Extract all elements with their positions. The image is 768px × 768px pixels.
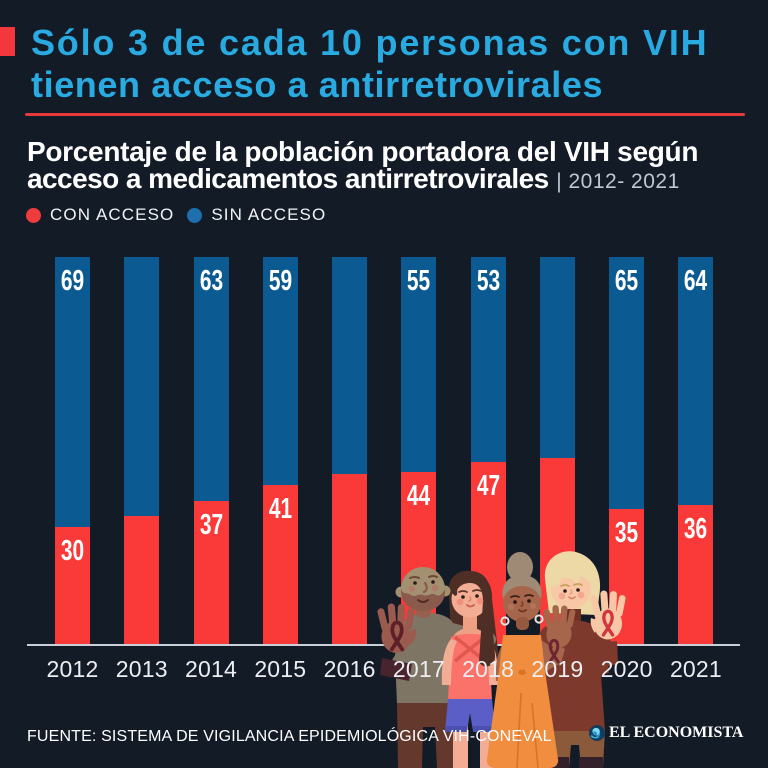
page-title: Sólo 3 de cada 10 personas con VIH tienen…: [31, 22, 768, 106]
bar-segment-sin-acceso: [332, 257, 368, 474]
bar-2018: 53 47: [470, 257, 506, 644]
bar-2015: 59 41: [262, 257, 298, 644]
bar-segment-con-acceso: 37: [193, 501, 229, 644]
title-accent-bar: [0, 27, 15, 56]
legend-item-sin-acceso: SIN ACCESO: [187, 205, 326, 225]
bar-segment-sin-acceso: [124, 257, 160, 516]
bar-value-label-sin: 53: [476, 265, 500, 297]
title-line-2: tienen acceso a antirretrovirales: [31, 64, 604, 105]
bar-segment-con-acceso: 41: [262, 485, 298, 644]
bar-segment-sin-acceso: 69: [55, 257, 90, 527]
bar-segment-sin-acceso: [539, 257, 575, 458]
bar-segment-sin-acceso: 55: [401, 257, 437, 472]
bar-value-label-con: 35: [615, 517, 639, 549]
aids-ribbon-icon: [548, 638, 560, 664]
title-divider: [25, 113, 745, 116]
bar-value-label-sin: 69: [60, 265, 85, 297]
people-illustration: [377, 551, 626, 768]
bar-value-label-sin: 63: [199, 265, 223, 297]
legend-dot-con-acceso: [26, 207, 41, 223]
bar-value-label-con: 44: [407, 480, 431, 512]
subtitle-period: | 2012- 2021: [556, 170, 680, 193]
aids-ribbon-icon: [389, 620, 405, 652]
bar-segment-sin-acceso: 65: [609, 257, 645, 509]
subtitle-line-1: Porcentaje de la población portadora del…: [27, 136, 699, 167]
bar-segment-sin-acceso: 63: [193, 257, 229, 501]
bar-value-label-con: 30: [60, 535, 85, 567]
chart-subtitle: Porcentaje de la población portadora del…: [27, 138, 767, 195]
bar-2019: [539, 257, 575, 644]
bar-value-label-sin: 59: [268, 265, 292, 297]
bar-2014: 63 37: [193, 257, 229, 644]
raised-hand-1: [377, 603, 417, 653]
person-woman-orange: [486, 552, 576, 768]
bar-2012: 69 30: [55, 257, 90, 644]
subtitle-line-2: acceso a medicamentos antirretrovirales: [27, 163, 549, 194]
bar-value-label-sin: 64: [684, 265, 708, 297]
bar-value-label-con: 37: [199, 509, 223, 541]
bar-segment-sin-acceso: 53: [470, 257, 506, 462]
bar-2021: 64 36: [678, 257, 714, 644]
bar-2020: 65 35: [609, 257, 645, 644]
legend-label-sin-acceso: SIN ACCESO: [211, 205, 327, 224]
bar-segment-con-acceso: [332, 474, 368, 644]
bar-value-label-con: 36: [684, 513, 708, 545]
bar-value-label-con: 41: [268, 493, 292, 525]
aids-ribbon-icon: [601, 609, 615, 637]
bar-segment-con-acceso: [124, 516, 160, 644]
bar-value-label-sin: 55: [407, 265, 431, 297]
bar-value-label-sin: 65: [615, 265, 639, 297]
bar-segment-con-acceso: 36: [678, 505, 714, 644]
chart-legend: CON ACCESO SIN ACCESO: [26, 205, 326, 225]
bar-segment-sin-acceso: 64: [678, 257, 714, 505]
legend-item-con-acceso: CON ACCESO: [26, 205, 174, 225]
bar-2013: [124, 257, 160, 644]
bar-2016: [332, 257, 368, 644]
bar-segment-sin-acceso: 59: [262, 257, 298, 485]
legend-dot-sin-acceso: [187, 207, 203, 223]
bar-value-label-con: 47: [476, 470, 500, 502]
title-line-1: Sólo 3 de cada 10 personas con VIH: [31, 22, 709, 63]
raised-hand-4: [590, 590, 626, 640]
legend-label-con-acceso: CON ACCESO: [50, 205, 175, 224]
x-axis-line: [27, 644, 740, 646]
bar-segment-con-acceso: 30: [55, 527, 90, 644]
